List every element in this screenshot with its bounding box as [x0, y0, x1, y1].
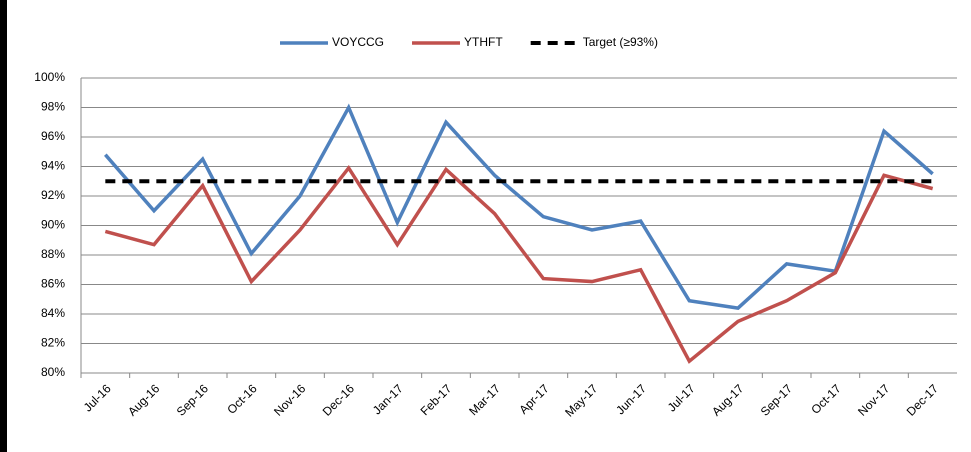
legend-label: VOYCCG — [332, 35, 384, 49]
x-tick-label: Oct-16 — [224, 381, 260, 417]
y-tick-label: 88% — [41, 247, 65, 261]
x-tick-label: Jan-17 — [370, 381, 406, 417]
x-tick-label: May-17 — [562, 381, 600, 419]
left-border — [0, 0, 7, 452]
x-tick-label: Sep-16 — [174, 381, 211, 418]
x-tick-label: Jul-16 — [81, 381, 114, 414]
x-tick-label: Jun-17 — [613, 381, 649, 417]
series-line — [104, 164, 934, 364]
y-tick-label: 86% — [41, 277, 65, 291]
x-tick-label: Oct-17 — [808, 381, 844, 417]
x-tick-label: Nov-17 — [855, 381, 892, 418]
y-tick-label: 98% — [41, 100, 65, 114]
y-tick-label: 90% — [41, 218, 65, 232]
x-tick-label: Aug-17 — [709, 381, 746, 418]
legend-label: YTHFT — [464, 35, 503, 49]
y-tick-label: 96% — [41, 129, 65, 143]
y-tick-label: 80% — [41, 365, 65, 379]
x-tick-label: Feb-17 — [418, 381, 455, 418]
y-tick-label: 92% — [41, 188, 65, 202]
x-tick-label: Jul-17 — [665, 381, 698, 414]
x-tick-label: Sep-17 — [758, 381, 795, 418]
x-tick-label: Dec-17 — [904, 381, 941, 418]
x-tick-label: Dec-16 — [320, 381, 357, 418]
y-tick-label: 100% — [34, 70, 65, 84]
x-tick-label: Aug-16 — [125, 381, 162, 418]
x-tick-label: Apr-17 — [516, 381, 552, 417]
x-tick-label: Mar-17 — [466, 381, 503, 418]
legend-label: Target (≥93%) — [583, 35, 658, 49]
x-tick-label: Nov-16 — [271, 381, 308, 418]
series-line — [104, 103, 934, 310]
y-tick-label: 94% — [41, 159, 65, 173]
y-tick-label: 84% — [41, 306, 65, 320]
y-tick-label: 82% — [41, 336, 65, 350]
